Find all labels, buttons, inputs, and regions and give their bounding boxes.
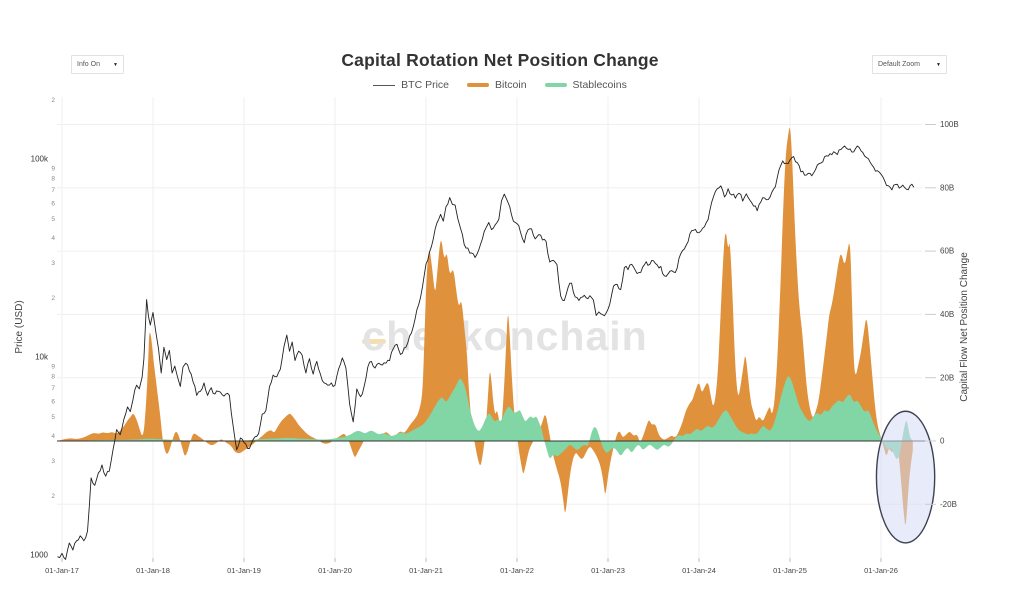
y-left-tick-label: 7 — [51, 187, 55, 194]
x-tick-label: 01-Jan-25 — [773, 566, 807, 575]
y-left-tick-label: 6 — [51, 398, 55, 405]
watermark: checkonchain — [362, 313, 647, 359]
y-right-tick-label: 20B — [940, 373, 954, 382]
caret-down-icon: ▼ — [936, 61, 941, 68]
zoom-dropdown-label: Default Zoom — [878, 61, 921, 68]
y-left-tick-label: 100k — [31, 154, 49, 163]
legend-label: BTC Price — [401, 79, 450, 91]
x-tick-label: 01-Jan-18 — [136, 566, 170, 575]
y-right-tick-label: 100B — [940, 120, 959, 129]
series-bitcoin-area — [57, 127, 913, 525]
caret-down-icon: ▼ — [113, 61, 118, 68]
x-tick-label: 01-Jan-21 — [409, 566, 443, 575]
y-left-tick-label: 9 — [51, 165, 55, 172]
y-right-tick-label: 40B — [940, 310, 954, 319]
y-right-axis-title: Capital Flow Net Position Change — [959, 252, 970, 402]
y-left-tick-label: 4 — [51, 235, 55, 242]
y-left-tick-label: 2 — [51, 295, 55, 302]
info-dropdown-label: Info On — [77, 61, 100, 68]
page-title: Capital Rotation Net Position Change — [341, 50, 659, 70]
line-swatch-icon — [373, 84, 396, 86]
legend: BTC Price Bitcoin Stablecoins — [0, 79, 1000, 91]
y-left-tick-label: 1000 — [30, 550, 48, 559]
series-btc-price-line — [57, 145, 915, 560]
y-left-tick-label: 6 — [51, 200, 55, 207]
legend-label: Bitcoin — [495, 79, 527, 91]
x-tick-label: 01-Jan-20 — [318, 566, 352, 575]
x-tick-label: 01-Jan-19 — [227, 566, 261, 575]
legend-item-btc-price[interactable]: BTC Price — [373, 79, 449, 91]
legend-item-stablecoins[interactable]: Stablecoins — [544, 79, 627, 91]
x-tick-label: 01-Jan-17 — [45, 566, 79, 575]
y-left-tick-label: 3 — [51, 458, 55, 465]
highlight-ellipse — [875, 410, 936, 544]
watermark-dash-icon — [362, 339, 386, 344]
y-right-tick-label: 60B — [940, 247, 954, 256]
bar-swatch-icon — [544, 83, 567, 87]
x-tick-label: 01-Jan-22 — [500, 566, 534, 575]
y-right-tick-label: -20B — [940, 500, 957, 509]
y-left-tick-label: 9 — [51, 363, 55, 370]
y-left-tick-label: 2 — [51, 493, 55, 500]
info-dropdown[interactable]: Info On ▼ — [71, 55, 124, 74]
default-zoom-dropdown[interactable]: Default Zoom ▼ — [872, 55, 947, 74]
y-left-tick-label: 8 — [51, 176, 55, 183]
x-tick-label: 01-Jan-24 — [682, 566, 716, 575]
y-right-tick-label: 0 — [940, 437, 945, 446]
x-tick-label: 01-Jan-23 — [591, 566, 625, 575]
x-tick-label: 01-Jan-26 — [864, 566, 898, 575]
y-left-tick-label: 3 — [51, 260, 55, 267]
y-left-tick-label: 8 — [51, 374, 55, 381]
y-left-tick-label: 10k — [35, 352, 49, 361]
y-left-tick-label: 5 — [51, 414, 55, 421]
legend-item-bitcoin[interactable]: Bitcoin — [467, 79, 527, 91]
y-left-axis-title: Price (USD) — [14, 300, 25, 353]
y-right-tick-label: 80B — [940, 183, 954, 192]
series-stablecoins-area — [57, 376, 913, 459]
y-left-tick-label: 5 — [51, 216, 55, 223]
y-left-tick-label: 7 — [51, 385, 55, 392]
legend-label: Stablecoins — [572, 79, 627, 91]
bar-swatch-icon — [467, 83, 490, 87]
y-left-tick-label: 4 — [51, 433, 55, 440]
y-left-tick-label: 2 — [51, 97, 55, 104]
